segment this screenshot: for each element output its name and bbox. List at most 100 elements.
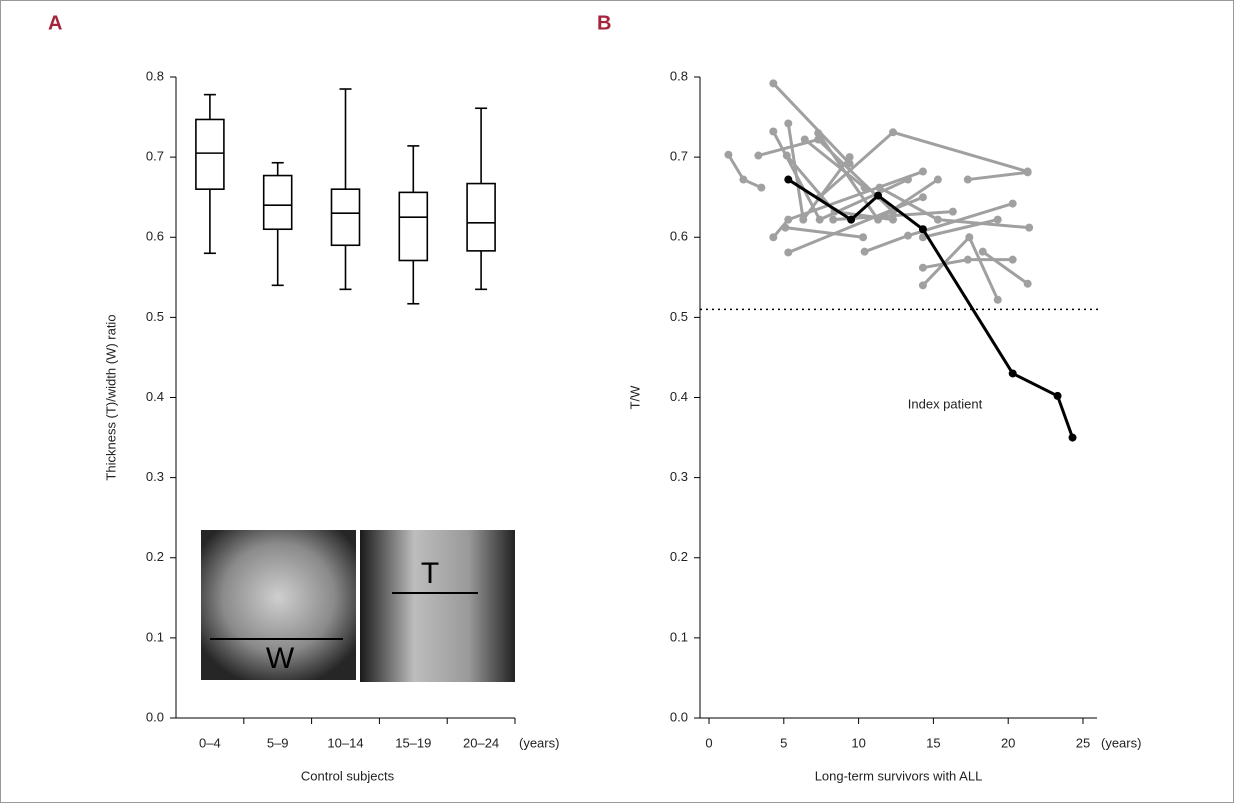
box [330, 188, 361, 247]
subject-line [772, 82, 851, 165]
point [875, 183, 884, 192]
point [1008, 199, 1017, 208]
point [860, 247, 869, 256]
point [739, 175, 748, 184]
x-tick-label: 15 [926, 735, 940, 750]
x-unit: (years) [519, 735, 559, 750]
x-axis-label: Control subjects [301, 768, 395, 783]
point [769, 233, 778, 242]
subject-line [922, 218, 999, 239]
point [757, 183, 766, 192]
point [815, 215, 824, 224]
x-axis-label: Long-term survivors with ALL [815, 768, 983, 783]
point [918, 193, 927, 202]
y-tick-label: 0.1 [670, 629, 688, 644]
point [784, 119, 793, 128]
y-tick-label: 0.8 [670, 68, 688, 83]
point [889, 128, 898, 137]
point [889, 215, 898, 224]
y-tick-label: 0.4 [146, 389, 164, 404]
x-tick-label: 10–14 [327, 735, 363, 750]
x-tick-label: 5–9 [267, 735, 289, 750]
point [784, 248, 793, 257]
point [1023, 168, 1032, 177]
point [860, 183, 869, 192]
y-tick-label: 0.8 [146, 68, 164, 83]
y-tick-label: 0.7 [146, 149, 164, 164]
point [769, 127, 778, 136]
point [918, 263, 927, 272]
point [1053, 391, 1062, 400]
y-tick-label: 0.2 [146, 549, 164, 564]
point [754, 151, 763, 160]
point [933, 175, 942, 184]
point [965, 233, 974, 242]
panel-letter: B [597, 12, 611, 34]
xray-side [360, 530, 515, 682]
subject-line [785, 226, 864, 239]
x-tick-label: 0 [705, 735, 712, 750]
y-tick-label: 0.6 [146, 229, 164, 244]
box [466, 182, 496, 252]
x-unit: (years) [1101, 735, 1141, 750]
point [829, 215, 838, 224]
y-tick-label: 0.0 [670, 709, 688, 724]
y-tick-label: 0.1 [146, 629, 164, 644]
point [963, 255, 972, 264]
xray-front [201, 530, 356, 680]
inset-label: T [421, 557, 439, 590]
y-tick-label: 0.0 [146, 709, 164, 724]
point [1008, 369, 1017, 378]
y-tick-label: 0.5 [146, 309, 164, 324]
subject-line [967, 170, 1028, 182]
point [724, 150, 733, 159]
y-tick-label: 0.3 [146, 469, 164, 484]
y-tick-label: 0.6 [670, 229, 688, 244]
point [847, 215, 856, 224]
point [782, 151, 791, 160]
point [993, 295, 1002, 304]
point [903, 231, 912, 240]
point [1068, 433, 1077, 442]
point [1023, 279, 1032, 288]
x-tick-label: 20 [1001, 735, 1015, 750]
point [993, 215, 1002, 224]
box [398, 191, 429, 262]
inset: W T [201, 530, 515, 682]
point [933, 215, 942, 224]
y-tick-label: 0.3 [670, 469, 688, 484]
point [918, 167, 927, 176]
point [784, 215, 793, 224]
point [859, 233, 868, 242]
point [978, 247, 987, 256]
y-tick-label: 0.5 [670, 309, 688, 324]
y-axis-label: T/W [627, 385, 642, 410]
x-tick-label: 10 [851, 735, 865, 750]
point [769, 79, 778, 88]
subject-line [878, 186, 1030, 230]
point [918, 225, 927, 234]
point [814, 129, 823, 138]
point [784, 175, 793, 184]
point [781, 223, 790, 232]
subject-line [981, 250, 1029, 285]
point [1025, 223, 1034, 232]
x-tick-label: 25 [1076, 735, 1090, 750]
x-tick-label: 15–19 [395, 735, 431, 750]
point [963, 175, 972, 184]
subject-line [787, 195, 924, 254]
y-axis-label: Thickness (T)/width (W) ratio [103, 314, 118, 480]
x-tick-label: 0–4 [199, 735, 221, 750]
point [874, 191, 883, 200]
x-tick-label: 5 [780, 735, 787, 750]
panel-letter: A [48, 12, 62, 34]
inset-label: W [266, 642, 295, 675]
box [195, 118, 225, 190]
point [799, 215, 808, 224]
point [1008, 255, 1017, 264]
point [948, 207, 957, 216]
point [800, 135, 809, 144]
y-tick-label: 0.7 [670, 149, 688, 164]
